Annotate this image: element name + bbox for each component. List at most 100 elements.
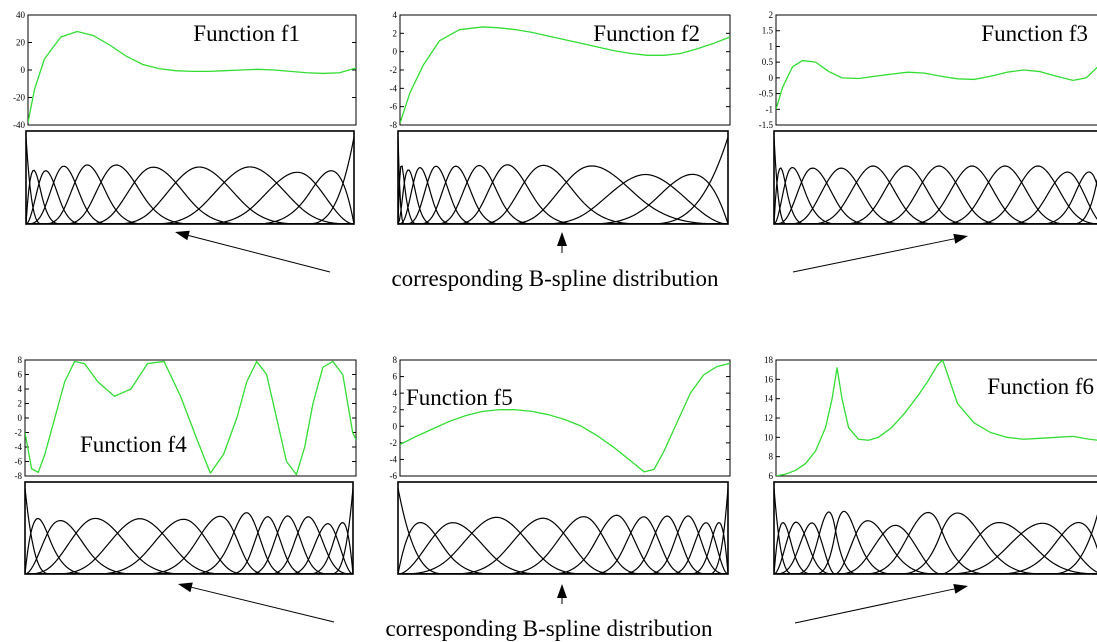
arrow-head bbox=[557, 232, 567, 246]
basis-function bbox=[398, 516, 728, 574]
basis-function bbox=[398, 515, 728, 574]
y-tick-label: -1.5 bbox=[759, 120, 774, 130]
basis-function bbox=[774, 521, 1097, 574]
annotation-arrow bbox=[175, 230, 331, 273]
function-curve bbox=[400, 26, 730, 124]
basis-function bbox=[774, 510, 1097, 574]
basis-function bbox=[25, 515, 353, 574]
basis-function bbox=[398, 164, 728, 224]
function-curve bbox=[776, 59, 1097, 110]
y-tick-label: 0 bbox=[393, 421, 398, 431]
y-tick-label: -2 bbox=[390, 438, 398, 448]
basis-function bbox=[398, 173, 728, 224]
arrow-shaft bbox=[794, 588, 955, 624]
function-curve bbox=[28, 30, 356, 123]
arrow-shaft bbox=[188, 235, 331, 273]
basis-function bbox=[774, 167, 1097, 224]
annotation-arrow bbox=[557, 232, 567, 253]
y-tick-label: 18 bbox=[764, 355, 774, 365]
basis-function bbox=[774, 522, 1097, 574]
panel-title: Function f2 bbox=[593, 21, 700, 46]
y-tick-label: 40 bbox=[16, 10, 26, 20]
basis-function bbox=[774, 512, 1097, 574]
basis-function bbox=[398, 516, 728, 574]
y-tick-label: -4 bbox=[390, 454, 398, 464]
basis-function bbox=[398, 514, 728, 574]
arrow-head bbox=[175, 230, 190, 241]
basis-function bbox=[398, 165, 728, 224]
basis-function bbox=[774, 171, 1097, 224]
arrow-head bbox=[178, 582, 193, 593]
basis-frame bbox=[25, 130, 355, 225]
y-tick-label: 2 bbox=[18, 399, 23, 409]
y-tick-label: -1 bbox=[766, 104, 774, 114]
function-curve bbox=[776, 360, 1097, 476]
panel-title: Function f5 bbox=[406, 385, 513, 410]
basis-function bbox=[398, 522, 728, 574]
function-plot: 40 20 0 -20 -40 Function f1 bbox=[13, 10, 357, 130]
y-tick-label: -4 bbox=[390, 83, 398, 93]
bspline-basis-plot bbox=[773, 130, 1097, 225]
y-tick-label: 6 bbox=[769, 471, 774, 481]
basis-function bbox=[26, 166, 354, 224]
basis-function bbox=[398, 164, 728, 224]
arrow-head bbox=[953, 584, 968, 594]
annotations: corresponding B-spline distribution corr… bbox=[175, 230, 968, 641]
bspline-basis-plot bbox=[397, 130, 729, 225]
y-tick-label: 20 bbox=[16, 38, 26, 48]
basis-function bbox=[26, 164, 354, 224]
basis-function bbox=[774, 165, 1097, 224]
panel-title: Function f1 bbox=[193, 21, 300, 46]
arrow-shaft bbox=[792, 238, 955, 273]
plot-frame bbox=[775, 14, 1097, 126]
y-tick-label: 6 bbox=[18, 370, 23, 380]
y-tick-label: 2 bbox=[769, 10, 774, 20]
basis-function bbox=[25, 516, 353, 574]
y-tick-label: -20 bbox=[13, 93, 25, 103]
y-tick-label: -40 bbox=[13, 120, 25, 130]
annotation-arrow bbox=[792, 233, 968, 273]
annotation-arrow bbox=[794, 584, 968, 624]
y-tick-label: 8 bbox=[393, 355, 398, 365]
basis-function bbox=[774, 165, 1097, 224]
basis-function bbox=[398, 173, 728, 224]
basis-function bbox=[25, 517, 353, 574]
basis-function bbox=[25, 515, 353, 574]
panel-f5: 8 6 4 2 0 -2 -4 -6 Function f5 bbox=[390, 355, 731, 575]
basis-function bbox=[25, 519, 353, 574]
function-curve bbox=[25, 360, 356, 476]
bspline-basis-plot bbox=[25, 130, 355, 225]
arrow-head bbox=[557, 584, 567, 598]
caption-bottom: corresponding B-spline distribution bbox=[385, 616, 713, 641]
function-curve bbox=[400, 362, 730, 473]
function-plot: 8 6 4 2 0 -2 -4 -6 Function f5 bbox=[390, 355, 731, 481]
annotation-arrow bbox=[557, 584, 567, 604]
y-tick-label: -4 bbox=[15, 442, 23, 452]
y-tick-label: 2 bbox=[393, 28, 398, 38]
basis-function bbox=[774, 166, 1097, 224]
y-tick-label: -6 bbox=[390, 102, 398, 112]
y-tick-label: 16 bbox=[764, 374, 774, 384]
basis-function bbox=[398, 521, 728, 574]
panel-title: Function f3 bbox=[981, 21, 1088, 46]
y-tick-label: 0 bbox=[18, 413, 23, 423]
panel-f3: 2 1.5 1 0.5 0 -0.5 -1 -1.5 Function f3 bbox=[759, 10, 1097, 225]
y-tick-label: 6 bbox=[393, 372, 398, 382]
basis-function bbox=[26, 165, 354, 224]
plot-frame bbox=[399, 359, 731, 477]
y-tick-label: 8 bbox=[18, 355, 23, 365]
basis-function bbox=[774, 171, 1097, 224]
basis-function bbox=[774, 521, 1097, 574]
y-tick-label: 0 bbox=[393, 47, 398, 57]
basis-frame bbox=[773, 481, 1097, 575]
basis-function bbox=[26, 171, 354, 224]
caption-top: corresponding B-spline distribution bbox=[391, 266, 719, 291]
y-tick-label: 0 bbox=[21, 65, 26, 75]
y-tick-label: -8 bbox=[390, 120, 398, 130]
arrows bbox=[175, 230, 968, 624]
y-tick-label: -0.5 bbox=[759, 89, 774, 99]
basis-function bbox=[774, 167, 1097, 224]
